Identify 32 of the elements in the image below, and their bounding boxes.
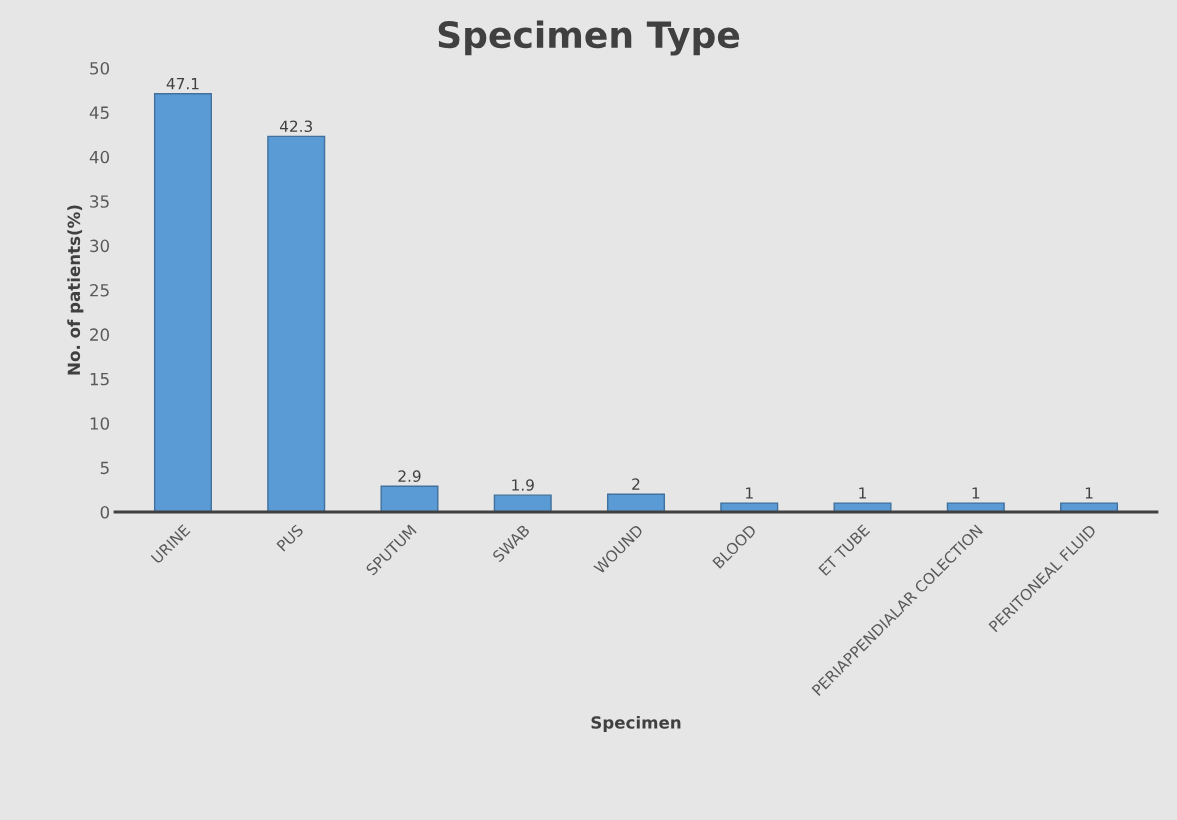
y-tick-label: 40 [89,150,110,164]
y-tick-label: 25 [90,283,109,297]
bar [493,494,552,512]
bar [267,135,326,512]
y-tick-label: 20 [90,328,110,341]
bar [153,93,212,512]
y-tick-label: 30 [90,239,110,253]
y-tick-label: 45 [89,106,109,119]
data-label: 1 [859,487,866,499]
y-tick-label: 35 [90,195,109,208]
bar [380,485,439,512]
bar [606,493,666,512]
y-axis-title: No. of patients(%) [67,205,84,375]
data-label: 2.9 [398,470,421,482]
data-label: 47.1 [166,78,199,90]
y-tick-label: 15 [90,372,109,386]
data-label: 1 [972,487,980,499]
data-label: 1 [746,487,753,499]
chart-title: Specimen Type [438,20,740,56]
bar [946,502,1005,512]
y-tick-label: 50 [90,61,110,75]
data-label: 1.9 [512,479,534,491]
data-label: 42.3 [279,120,312,133]
bar [833,502,892,512]
data-label: 2 [632,478,640,490]
y-tick-label: 10 [90,417,110,430]
x-axis-title: Specimen [591,715,681,733]
bar [1060,502,1119,512]
y-tick-label: 5 [100,461,109,475]
bar [720,502,779,512]
y-tick-label: 0 [100,505,110,519]
data-label: 1 [1085,487,1093,499]
